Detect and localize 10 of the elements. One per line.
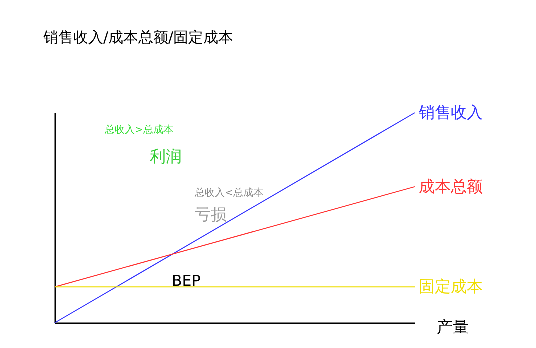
- annotation: 总收入<总成本: [194, 187, 264, 199]
- series-label: 固定成本: [419, 277, 483, 296]
- x-axis-title: 产量: [437, 318, 470, 336]
- annotation: 亏损: [195, 205, 227, 224]
- annotation: BEP: [172, 272, 201, 290]
- y-axis-title: 销售收入/成本总额/固定成本: [42, 28, 234, 46]
- annotation: 利润: [150, 147, 182, 166]
- series-label: 成本总额: [419, 176, 483, 196]
- series-label: 销售收入: [418, 103, 483, 122]
- annotation: 总收入>总成本: [104, 124, 174, 136]
